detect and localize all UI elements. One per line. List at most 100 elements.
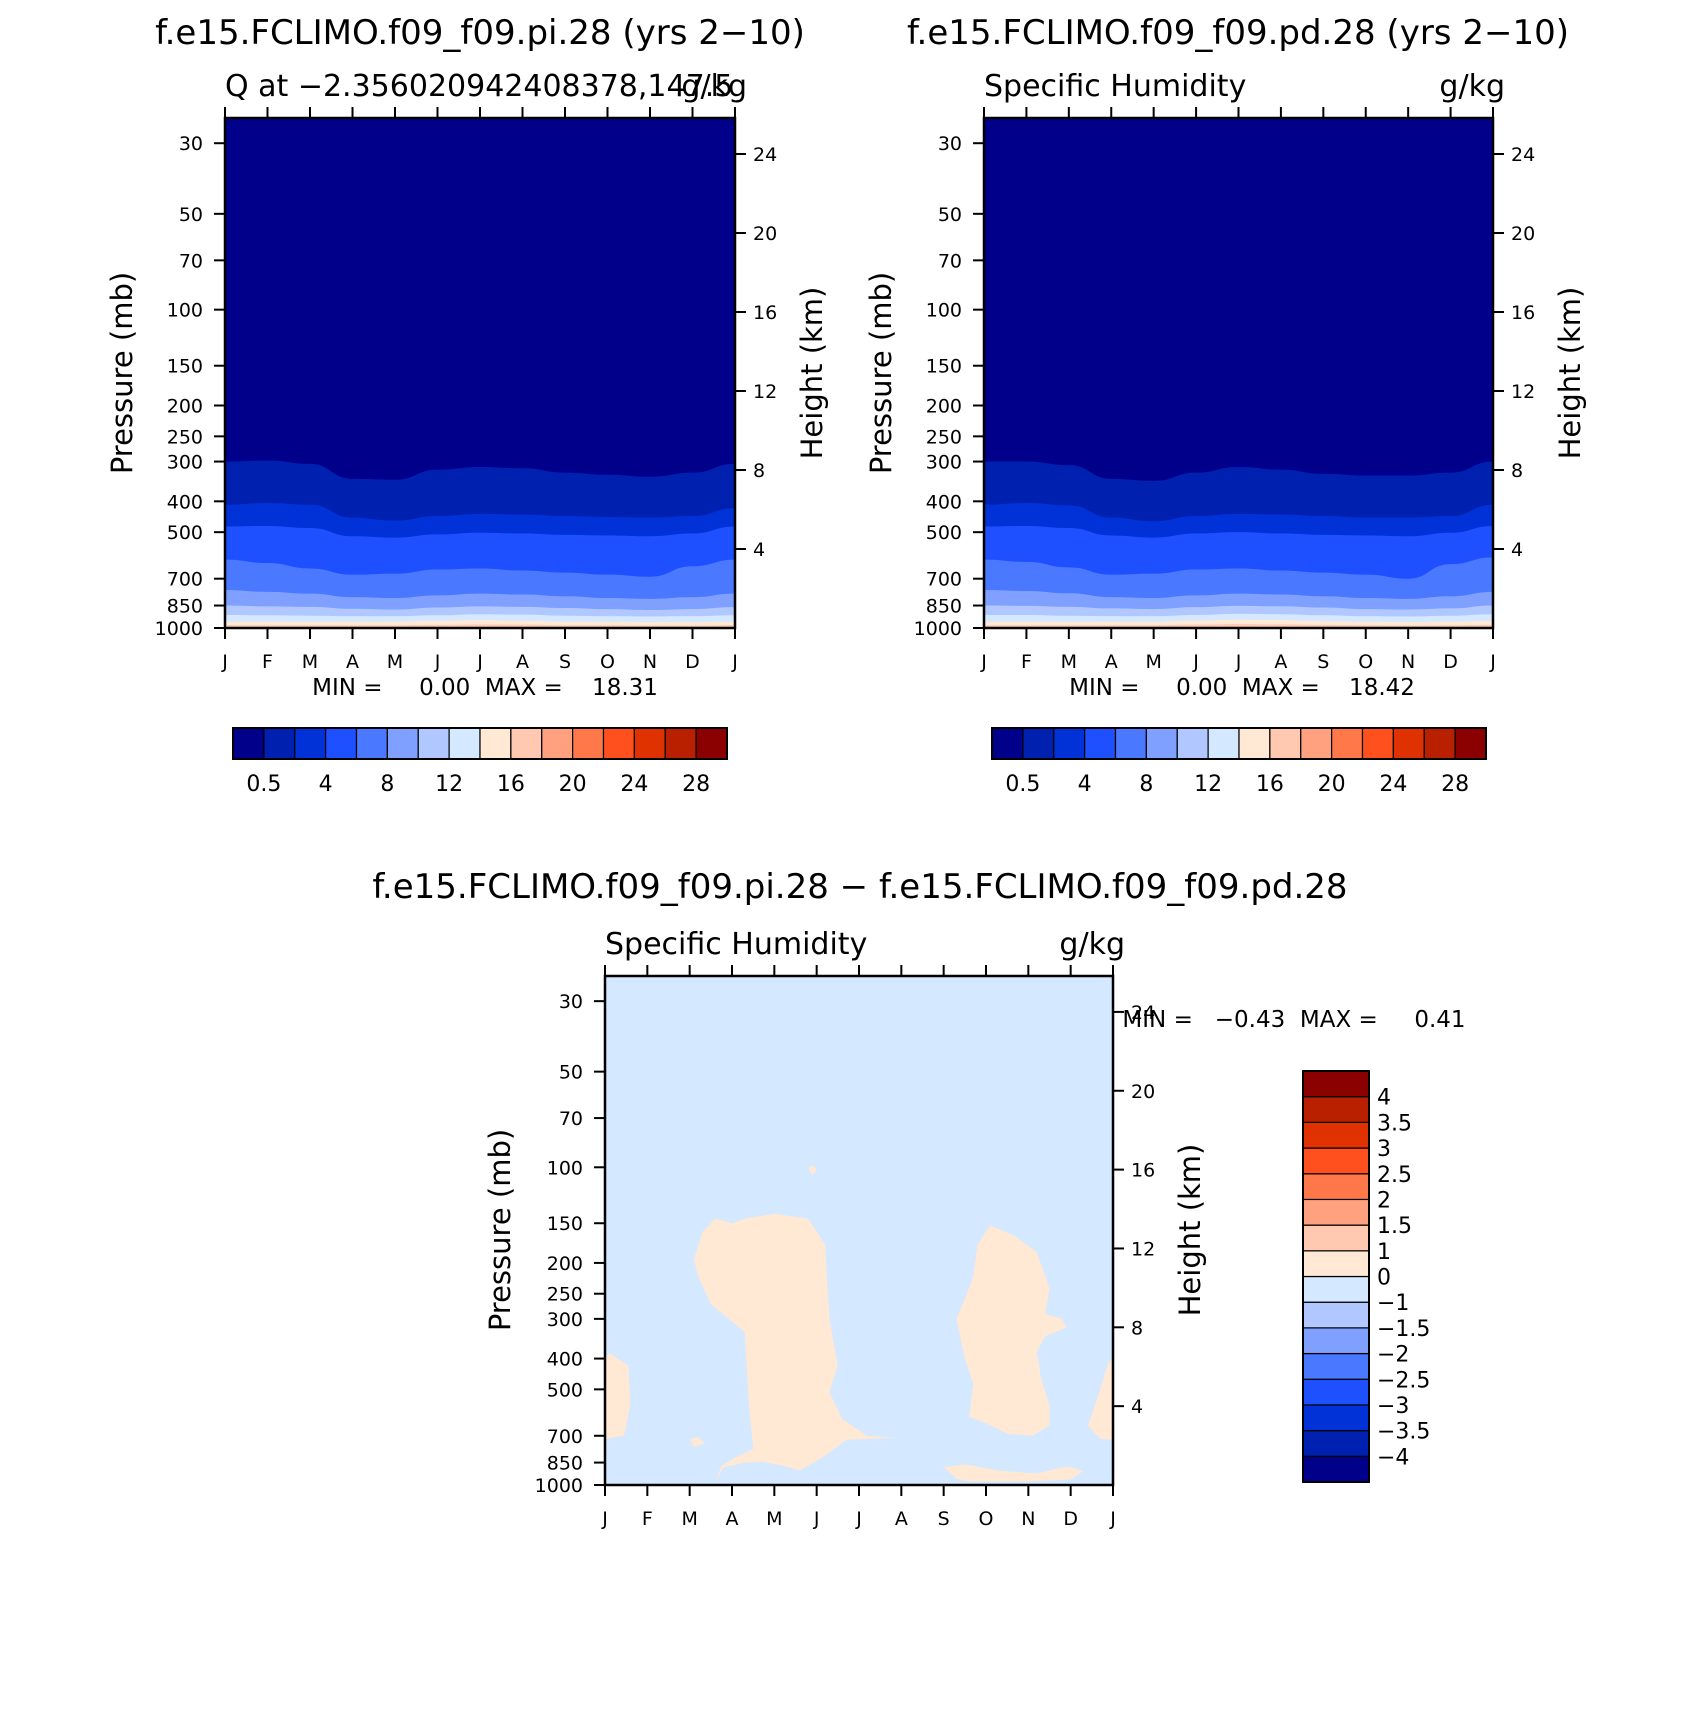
pressure-tick-label: 1000 (155, 618, 203, 640)
pressure-tick-label: 150 (926, 356, 962, 378)
pressure-tick-label: 150 (547, 1213, 583, 1235)
pressure-tick-label: 850 (547, 1453, 583, 1475)
colorbar-swatch (1114, 727, 1147, 760)
month-tick-label: J (1109, 1508, 1116, 1530)
colorbar-swatch (1302, 1301, 1370, 1329)
height-tick-label: 16 (1511, 302, 1535, 324)
colorbar-swatch (1053, 727, 1086, 760)
height-tick-label: 24 (753, 144, 777, 166)
pressure-tick-label: 50 (559, 1062, 583, 1084)
pressure-tick-label: 850 (926, 596, 962, 618)
pressure-tick-label: 300 (547, 1309, 583, 1331)
colorbar-label: 16 (497, 772, 525, 797)
height-tick-label: 16 (1131, 1160, 1155, 1182)
pressure-tick-label: 150 (167, 356, 203, 378)
chart-subtitle-left: Specific Humidity (605, 927, 867, 962)
colorbar-label: −1.5 (1377, 1317, 1430, 1342)
chart-title: f.e15.FCLIMO.f09_f09.pd.28 (yrs 2−10) (907, 13, 1569, 53)
pressure-tick-label: 500 (547, 1379, 583, 1401)
month-tick-label: M (681, 1508, 697, 1530)
pressure-tick-label: 1000 (535, 1475, 583, 1497)
colorbar-swatch (1302, 1352, 1370, 1380)
month-tick-label: J (1192, 651, 1199, 673)
month-tick-label: J (476, 651, 483, 673)
colorbar: 0.5 4 8 12 16 20 24 28 (232, 727, 728, 797)
colorbar-swatch (1302, 1121, 1370, 1149)
pressure-tick-label: 70 (179, 250, 203, 272)
colorbar-label: 1 (1377, 1240, 1391, 1265)
month-tick-label: F (262, 651, 273, 673)
pressure-tick-label: 70 (559, 1108, 583, 1130)
colorbar-swatch (448, 727, 481, 760)
colorbar-swatch (633, 727, 666, 760)
colorbar-label: 0.5 (1005, 772, 1040, 797)
colorbar-swatch (695, 727, 728, 760)
height-tick-label: 4 (753, 539, 765, 561)
pressure-tick-label: 50 (938, 204, 962, 226)
pressure-tick-label: 250 (926, 426, 962, 448)
colorbar-label: 24 (1379, 772, 1407, 797)
min-max-stats: MIN = −0.43 MAX = 0.41 (1122, 1007, 1465, 1033)
colorbar-swatch (1207, 727, 1240, 760)
month-tick-label: O (979, 1508, 994, 1530)
colorbar-swatch (602, 727, 635, 760)
colorbar-swatch (1022, 727, 1055, 760)
month-tick-label: J (1235, 651, 1242, 673)
month-tick-label: D (685, 651, 700, 673)
month-tick-label: J (601, 1508, 608, 1530)
colorbar-swatch (1331, 727, 1364, 760)
month-tick-label: D (1063, 1508, 1078, 1530)
colorbar-label: 12 (435, 772, 463, 797)
y-axis-label: Pressure (mb) (483, 1129, 517, 1331)
pressure-tick-label: 300 (926, 452, 962, 474)
colorbar-swatch (510, 727, 543, 760)
colorbar-label: 12 (1194, 772, 1222, 797)
pressure-tick-label: 30 (559, 991, 583, 1013)
height-tick-label: 24 (1131, 1002, 1155, 1024)
colorbar-swatch (1361, 727, 1394, 760)
chart-subtitle-left: Specific Humidity (984, 69, 1246, 104)
month-tick-label: A (895, 1508, 908, 1530)
month-tick-label: M (302, 651, 318, 673)
colorbar: 0.5 4 8 12 16 20 24 28 (991, 727, 1487, 797)
pressure-tick-label: 30 (938, 133, 962, 155)
positive-anomaly-region-5 (956, 1225, 1067, 1436)
colorbar-swatch (1302, 1275, 1370, 1303)
colorbar-swatch (1423, 727, 1456, 760)
colorbar-swatch (1145, 727, 1178, 760)
colorbar-label: −2 (1377, 1343, 1409, 1368)
positive-anomaly-region-6 (1087, 1358, 1113, 1440)
pressure-tick-label: 1000 (914, 618, 962, 640)
colorbar-swatch (1084, 727, 1117, 760)
colorbar-swatch (541, 727, 574, 760)
colorbar-label: 0.5 (246, 772, 281, 797)
colorbar-label: 2 (1377, 1188, 1391, 1213)
colorbar-label: −3.5 (1377, 1420, 1430, 1445)
y-axis-label-right: Height (km) (1173, 1144, 1207, 1317)
colorbar-label: 4 (1377, 1086, 1391, 1111)
colorbar-label: 2.5 (1377, 1163, 1412, 1188)
month-tick-label: M (1061, 651, 1077, 673)
colorbar-frame (991, 727, 1487, 760)
colorbar-swatch (1302, 1404, 1370, 1432)
positive-anomaly-region-1 (605, 1353, 631, 1439)
colorbar-label: 8 (380, 772, 394, 797)
height-tick-label: 8 (753, 460, 765, 482)
colorbar-swatch (572, 727, 605, 760)
pressure-tick-label: 700 (167, 569, 203, 591)
colorbar-label: 1.5 (1377, 1214, 1412, 1239)
chart-units: g/kg (681, 69, 747, 104)
colorbar-label: 8 (1139, 772, 1153, 797)
colorbar-label: 28 (1441, 772, 1469, 797)
chart-title: f.e15.FCLIMO.f09_f09.pi.28 − f.e15.FCLIM… (372, 867, 1347, 907)
pressure-tick-label: 100 (547, 1157, 583, 1179)
colorbar-swatch (1302, 1198, 1370, 1226)
colorbar-swatch (1302, 1250, 1370, 1278)
colorbar-label: 16 (1256, 772, 1284, 797)
month-tick-label: N (1401, 651, 1415, 673)
height-tick-label: 8 (1511, 460, 1523, 482)
height-tick-label: 16 (753, 302, 777, 324)
pressure-tick-label: 200 (547, 1253, 583, 1275)
min-max-stats: MIN = 0.00 MAX = 18.42 (1069, 675, 1415, 701)
pressure-tick-label: 400 (167, 491, 203, 513)
